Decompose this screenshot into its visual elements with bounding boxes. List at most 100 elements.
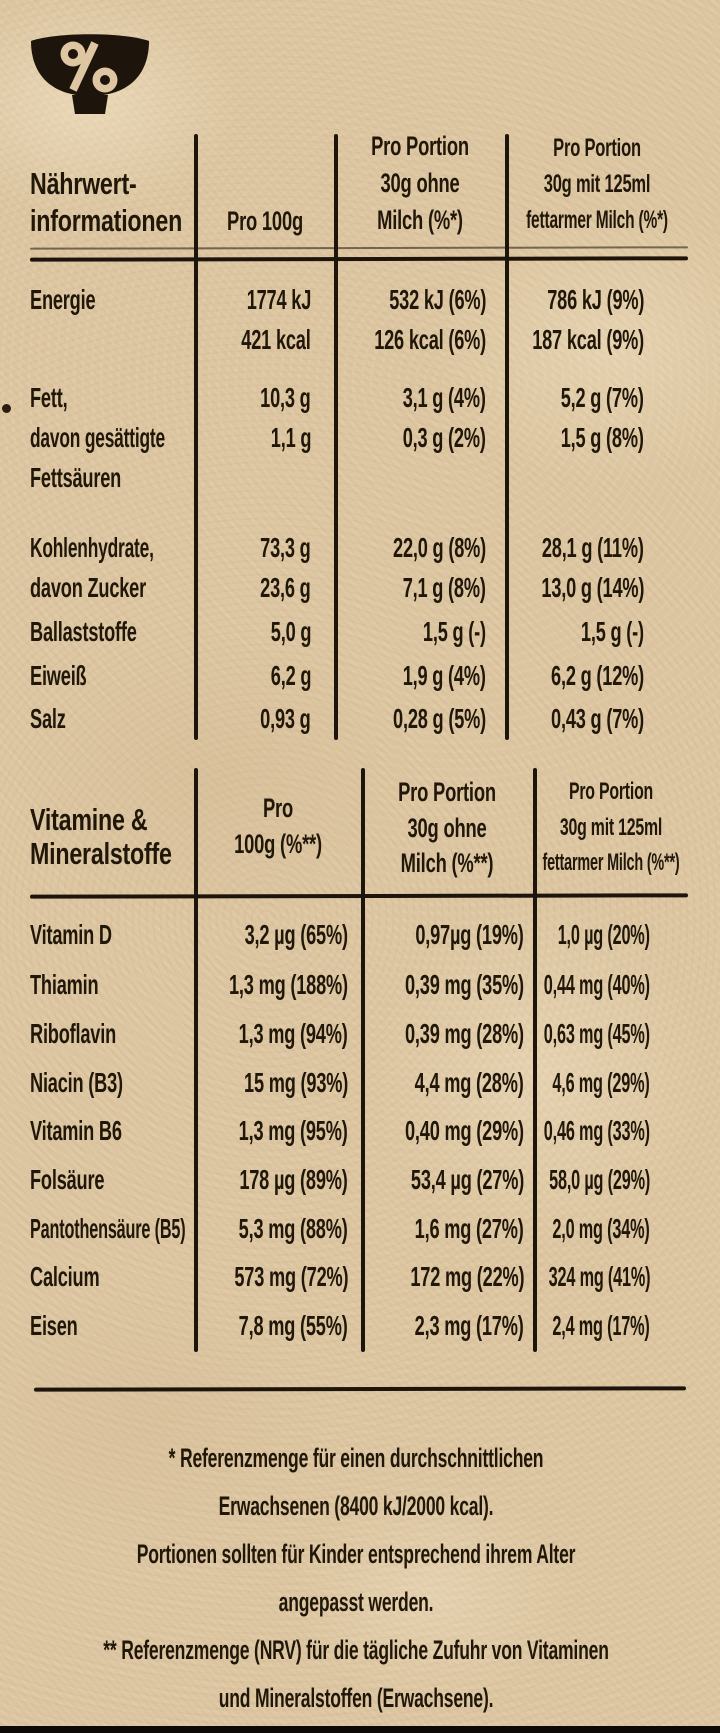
vitamin-value-with-milk: 0,44 mg (40%)	[543, 969, 650, 1000]
table1-column-header: Pro Portion	[371, 131, 469, 161]
vitamin-value-with-milk: 0,63 mg (45%)	[543, 1018, 650, 1049]
nutrient-value-portion: 0,3 g (2%)	[402, 422, 486, 453]
nutrient-value-per100g: 10,3 g	[260, 382, 312, 413]
table2-column-header: Pro	[263, 793, 293, 823]
nutrient-value-with-milk: 786 kJ (9%)	[546, 284, 644, 315]
vitamin-value-portion: 1,6 mg (27%)	[415, 1213, 524, 1244]
vitamin-value-portion: 4,4 mg (28%)	[415, 1067, 524, 1098]
table1-divider-3	[505, 134, 509, 740]
nutrient-value-with-milk: 13,0 g (14%)	[541, 572, 644, 603]
table2-column-header: Pro Portion	[398, 777, 496, 807]
nutrient-value-portion: 1,9 g (4%)	[402, 660, 486, 691]
nutrient-value-portion: 22,0 g (8%)	[393, 532, 486, 563]
vitamin-value-portion: 53,4 µg (27%)	[410, 1164, 524, 1195]
vitamin-value-with-milk: 4,6 mg (29%)	[552, 1067, 650, 1098]
vitamin-value-with-milk: 58,0 µg (29%)	[549, 1164, 650, 1195]
table1-column-header: 30g mit 125ml	[543, 170, 651, 198]
footnote-line: ** Referenzmenge (NRV) für die tägliche …	[103, 1635, 609, 1665]
table2-divider-3	[533, 768, 537, 1352]
vitamin-label: Vitamin D	[30, 919, 112, 950]
vitamin-value-with-milk: 0,46 mg (33%)	[543, 1115, 650, 1146]
table2-column-header: fettarmer Milch (%**)	[542, 849, 680, 876]
vitamin-value-portion: 172 mg (22%)	[410, 1261, 524, 1292]
footnote-line: und Mineralstoffen (Erwachsene).	[218, 1683, 494, 1713]
table2-title: Vitamine &	[30, 802, 148, 837]
vitamin-value-portion: 0,39 mg (28%)	[405, 1018, 524, 1049]
table1-column-header: Milch (%*)	[377, 205, 463, 235]
vitamin-value-per100g: 1,3 mg (94%)	[239, 1018, 348, 1049]
nutrient-value-with-milk: 28,1 g (11%)	[542, 532, 644, 563]
percent-bowl-icon	[31, 34, 149, 114]
nutrient-label: Ballaststoffe	[30, 616, 137, 647]
ink-speck	[2, 404, 11, 413]
nutrient-value-portion: 126 kcal (6%)	[374, 324, 486, 355]
footnote-line: * Referenzmenge für einen durchschnittli…	[168, 1443, 544, 1473]
table2-header-rule	[29, 893, 689, 899]
vitamin-value-per100g: 573 mg (72%)	[234, 1261, 348, 1292]
vitamin-value-per100g: 1,3 mg (188%)	[229, 969, 348, 1000]
vitamin-value-portion: 2,3 mg (17%)	[415, 1310, 524, 1341]
table2-column-header: Pro Portion	[568, 778, 654, 805]
table1-title: informationen	[30, 203, 183, 238]
nutrient-value-with-milk: 5,2 g (7%)	[560, 382, 644, 413]
nutrient-value-per100g: 1,1 g	[270, 422, 311, 453]
table1-header-rule	[29, 256, 689, 262]
table1-header-rule-thin	[29, 246, 689, 250]
table2-column-header: 100g (%**)	[234, 829, 322, 859]
vitamin-value-per100g: 5,3 mg (88%)	[239, 1213, 348, 1244]
nutrient-value-portion: 1,5 g (-)	[423, 616, 486, 647]
nutrient-value-per100g: 6,2 g	[270, 660, 311, 691]
nutrient-value-portion: 532 kJ (6%)	[388, 284, 486, 315]
table2-column-header: 30g ohne	[407, 813, 487, 843]
vitamin-label: Riboflavin	[30, 1018, 117, 1049]
nutrient-value-with-milk: 1,5 g (-)	[581, 616, 644, 647]
nutrient-value-with-milk: 0,43 g (7%)	[551, 703, 644, 734]
footnote-line: angepasst werden.	[278, 1587, 434, 1617]
vitamin-label: Pantothensäure (B5)	[30, 1213, 186, 1244]
table1-title: Nährwert-	[30, 166, 137, 201]
vitamin-value-per100g: 178 µg (89%)	[239, 1164, 348, 1195]
nutrient-value-portion: 3,1 g (4%)	[402, 382, 486, 413]
nutrient-value-per100g: 73,3 g	[260, 532, 312, 563]
nutrient-value-per100g: 421 kcal	[241, 324, 311, 355]
table2-title: Mineralstoffe	[30, 836, 172, 871]
nutrient-label: Eiweiß	[30, 660, 87, 691]
vitamin-label: Eisen	[30, 1310, 78, 1341]
table2-divider-2	[361, 768, 365, 1352]
nutrient-label: Fettsäuren	[30, 462, 122, 493]
footnote-line: Portionen sollten für Kinder entsprechen…	[136, 1539, 576, 1569]
nutrient-label: davon gesättigte	[30, 422, 165, 453]
table1-column-header: Pro Portion	[553, 134, 641, 162]
vitamin-value-portion: 0,97µg (19%)	[415, 919, 524, 950]
vitamin-label: Vitamin B6	[30, 1115, 122, 1146]
nutrient-label: davon Zucker	[30, 572, 147, 603]
vitamin-value-portion: 0,40 mg (29%)	[405, 1115, 524, 1146]
bottom-edge-strip	[0, 1726, 720, 1733]
vitamin-value-per100g: 7,8 mg (55%)	[239, 1310, 348, 1341]
vitamin-label: Niacin (B3)	[30, 1067, 123, 1098]
vitamin-value-per100g: 3,2 µg (65%)	[244, 919, 348, 950]
nutrient-value-with-milk: 187 kcal (9%)	[532, 324, 644, 355]
vitamin-value-per100g: 15 mg (93%)	[243, 1067, 348, 1098]
table1-divider-2	[334, 134, 338, 740]
table2-divider-1	[194, 768, 198, 1352]
vitamin-label: Folsäure	[30, 1164, 105, 1195]
nutrient-label: Fett,	[30, 382, 68, 413]
vitamin-value-per100g: 1,3 mg (95%)	[239, 1115, 348, 1146]
vitamin-value-with-milk: 2,4 mg (17%)	[552, 1310, 650, 1341]
nutrient-label: Salz	[30, 703, 66, 734]
footnote-rule	[33, 1386, 687, 1392]
nutrient-label: Energie	[30, 284, 96, 315]
nutrient-value-per100g: 1774 kJ	[246, 284, 312, 315]
vitamin-value-portion: 0,39 mg (35%)	[405, 969, 524, 1000]
table2-column-header: Milch (%**)	[400, 848, 494, 878]
table1-column-header: fettarmer Milch (%*)	[526, 206, 668, 234]
table1-column-header: Pro 100g	[227, 206, 303, 236]
vitamin-label: Calcium	[30, 1261, 100, 1292]
nutrient-value-portion: 7,1 g (8%)	[402, 572, 486, 603]
nutrient-value-per100g: 0,93 g	[260, 703, 312, 734]
nutrient-value-with-milk: 1,5 g (8%)	[560, 422, 644, 453]
footnote-line: Erwachsenen (8400 kJ/2000 kcal).	[218, 1491, 494, 1521]
nutrient-value-per100g: 5,0 g	[270, 616, 311, 647]
